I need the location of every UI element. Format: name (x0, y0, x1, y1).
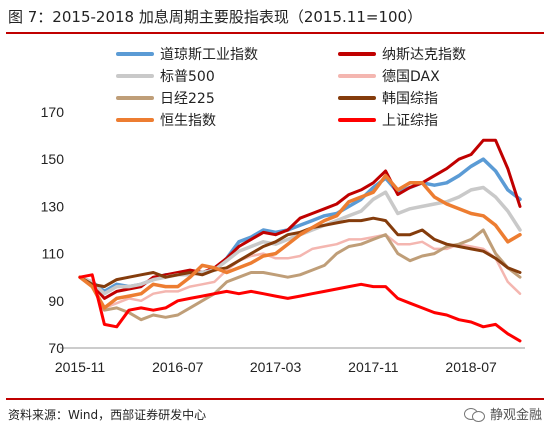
axes: 70 90 110 130 150 170 2015-11 2016-07 2017-03 201… (41, 104, 525, 375)
series-line-2 (78, 185, 522, 296)
x-tick-label: 2018-07 (445, 359, 497, 375)
source-note: 资料来源：Wind，西部证券研发中心 (8, 408, 207, 422)
legend-item-1: 纳斯达克指数 (338, 47, 466, 63)
x-tick-label: 2016-07 (152, 359, 204, 375)
y-tick-label: 150 (41, 151, 65, 167)
watermark-text: 静观金融 (489, 408, 542, 423)
x-tick-label: 2017-11 (348, 359, 399, 375)
legend-label: 标普500 (160, 69, 215, 85)
series-line-3 (78, 233, 522, 310)
series-line-5 (78, 216, 522, 289)
legend-item-5: 韩国综指 (338, 91, 438, 107)
legend-label: 恒生指数 (160, 113, 216, 129)
legend-item-4: 日经225 (116, 91, 215, 107)
legend-item-2: 标普500 (116, 69, 215, 85)
watermark: 静观金融 (463, 404, 542, 423)
series-line-7 (78, 273, 522, 343)
series-line-4 (78, 228, 522, 322)
legend-label: 韩国综指 (382, 91, 438, 107)
legend-label: 德国DAX (382, 69, 440, 85)
legend-item-7: 上证综指 (338, 113, 438, 129)
legend-item-3: 德国DAX (338, 69, 440, 85)
series-line-1 (78, 138, 522, 300)
legend-item-0: 道琼斯工业指数 (116, 47, 258, 63)
wechat-icon (463, 406, 486, 422)
series-lines (78, 138, 522, 343)
legend-label: 纳斯达克指数 (382, 47, 466, 63)
x-tick-label: 2017-03 (250, 359, 302, 375)
chart-title: 图 7：2015-2018 加息周期主要股指表现（2015.11=100） (8, 8, 423, 26)
series-line-6 (78, 173, 522, 310)
legend-label: 上证综指 (382, 113, 438, 129)
y-tick-label: 130 (41, 198, 65, 214)
legend-label: 道琼斯工业指数 (160, 47, 258, 63)
title-divider (6, 32, 544, 34)
y-tick-label: 90 (48, 293, 64, 309)
x-tick-label: 2015-11 (55, 359, 106, 375)
legend-item-6: 恒生指数 (116, 113, 216, 129)
footer-divider (6, 398, 544, 400)
y-tick-label: 110 (42, 246, 65, 262)
legend-label: 日经225 (160, 91, 215, 107)
series-line-0 (78, 157, 522, 294)
y-tick-label: 170 (41, 104, 65, 120)
y-tick-label: 70 (48, 340, 64, 356)
